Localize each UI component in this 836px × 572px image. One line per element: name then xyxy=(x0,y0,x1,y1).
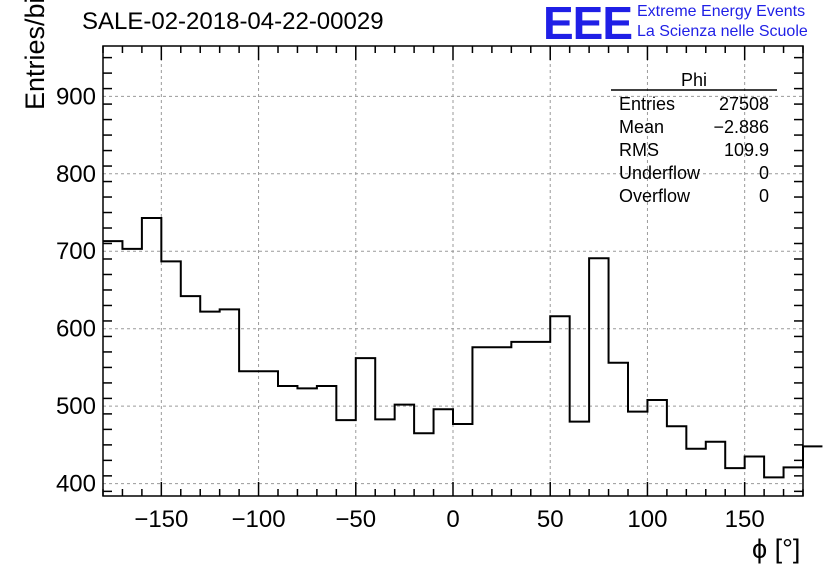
y-axis-label: Entries/bin xyxy=(20,0,51,110)
stats-rms-value: 109.9 xyxy=(724,140,769,160)
x-tick-label: 100 xyxy=(627,506,667,533)
stats-entries-value: 27508 xyxy=(719,94,769,114)
chart-title: SALE-02-2018-04-22-00029 xyxy=(82,8,384,35)
stats-mean-value: −2.886 xyxy=(713,117,769,137)
y-tick-label: 700 xyxy=(56,238,96,265)
grid-lines xyxy=(103,46,803,496)
y-tick-label: 900 xyxy=(56,83,96,110)
logo-tagline-2: La Scienza nelle Scuole xyxy=(637,23,808,40)
x-tick-label: 50 xyxy=(537,506,564,533)
stats-overflow-label: Overflow xyxy=(619,186,691,206)
y-tick-labels: 400 500 600 700 800 900 xyxy=(56,83,96,497)
x-tick-label: −100 xyxy=(232,506,286,533)
axis-ticks xyxy=(102,46,804,496)
y-tick-label: 600 xyxy=(56,316,96,343)
y-tick-label: 500 xyxy=(56,393,96,420)
stats-underflow-label: Underflow xyxy=(619,163,701,183)
histogram-series-phi xyxy=(103,216,823,479)
x-tick-labels: −150 −100 −50 0 50 100 150 xyxy=(134,506,764,533)
logo-tagline-1: Extreme Energy Events xyxy=(637,3,806,20)
stats-rms-label: RMS xyxy=(619,140,659,160)
x-tick-label: 0 xyxy=(446,506,459,533)
stats-overflow-value: 0 xyxy=(759,186,769,206)
y-tick-label: 400 xyxy=(56,471,96,498)
x-tick-label: −150 xyxy=(134,506,188,533)
stats-box: Phi Entries 27508 Mean −2.886 RMS 109.9 … xyxy=(611,70,777,206)
x-tick-label: 150 xyxy=(725,506,765,533)
stats-underflow-value: 0 xyxy=(759,163,769,183)
stats-entries-label: Entries xyxy=(619,94,675,114)
eee-logo: EEE xyxy=(543,0,633,49)
y-tick-label: 800 xyxy=(56,161,96,188)
y-axis-label-text: Entries/bin xyxy=(20,0,50,110)
stats-mean-label: Mean xyxy=(619,117,664,137)
stats-box-name: Phi xyxy=(681,70,707,90)
x-tick-label: −50 xyxy=(335,506,376,533)
x-axis-label: ϕ [°] xyxy=(752,534,801,564)
